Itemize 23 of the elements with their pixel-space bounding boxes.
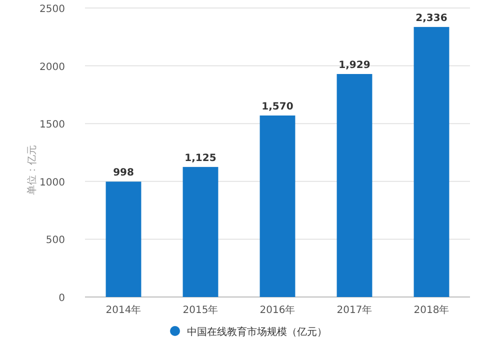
data-label: 1,125 bbox=[184, 152, 216, 164]
bar bbox=[414, 26, 450, 297]
legend-label: 中国在线教育市场规模（亿元） bbox=[187, 326, 327, 338]
data-label: 2,336 bbox=[416, 12, 448, 24]
y-tick-label: 500 bbox=[46, 235, 65, 246]
bar bbox=[336, 74, 372, 297]
data-label: 1,929 bbox=[338, 60, 370, 72]
y-tick-label: 1000 bbox=[40, 177, 65, 188]
bar bbox=[260, 116, 296, 297]
bar bbox=[182, 166, 218, 297]
bar bbox=[106, 182, 142, 297]
y-axis-title: 单位：亿元 bbox=[26, 144, 38, 195]
y-tick-label: 2000 bbox=[40, 62, 65, 73]
data-label: 1,570 bbox=[262, 102, 294, 113]
y-tick-label: 2500 bbox=[40, 4, 65, 15]
x-tick-label: 2015年 bbox=[182, 304, 218, 316]
x-tick-label: 2018年 bbox=[414, 304, 450, 316]
x-tick-label: 2016年 bbox=[260, 304, 296, 316]
x-tick-label: 2014年 bbox=[106, 304, 142, 316]
y-tick-label: 1500 bbox=[40, 120, 65, 131]
data-label: 998 bbox=[113, 168, 134, 179]
y-tick-label: 0 bbox=[58, 293, 65, 304]
x-tick-label: 2017年 bbox=[336, 304, 372, 316]
